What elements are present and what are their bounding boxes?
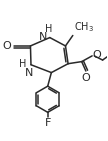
Text: O: O: [2, 41, 11, 51]
Text: N: N: [39, 32, 48, 42]
Text: H: H: [19, 59, 27, 69]
Text: H: H: [45, 24, 52, 34]
Text: O: O: [93, 50, 101, 60]
Text: CH$_3$: CH$_3$: [74, 21, 94, 34]
Text: F: F: [44, 118, 51, 128]
Text: N: N: [25, 68, 33, 78]
Text: O: O: [82, 73, 90, 83]
